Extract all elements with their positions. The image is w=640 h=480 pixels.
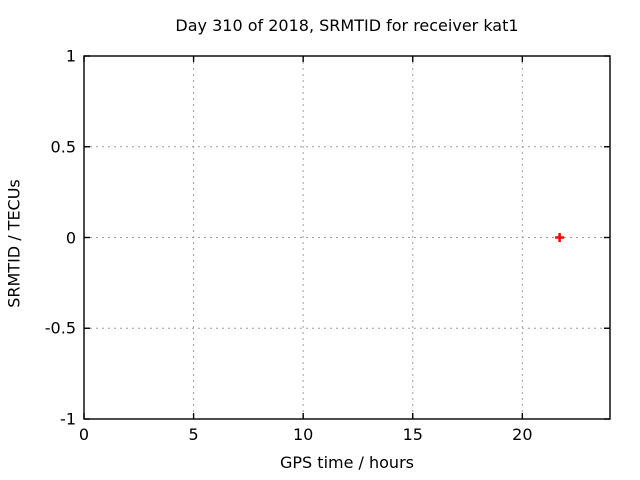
x-axis-label: GPS time / hours <box>280 453 414 472</box>
y-tick-label: 0.5 <box>50 137 76 157</box>
y-tick-label: 0 <box>65 228 76 247</box>
x-tick-label: 15 <box>402 425 423 444</box>
x-tick-label: 0 <box>78 425 90 444</box>
x-tick-label: 5 <box>188 425 199 444</box>
y-tick-label: 1 <box>65 46 76 66</box>
y-tick-label: -0.5 <box>44 318 76 338</box>
y-tick-label: -1 <box>60 409 76 429</box>
x-tick-label: 10 <box>292 425 314 444</box>
x-tick-label: 20 <box>512 425 533 444</box>
chart-title: Day 310 of 2018, SRMTID for receiver kat… <box>175 16 519 35</box>
